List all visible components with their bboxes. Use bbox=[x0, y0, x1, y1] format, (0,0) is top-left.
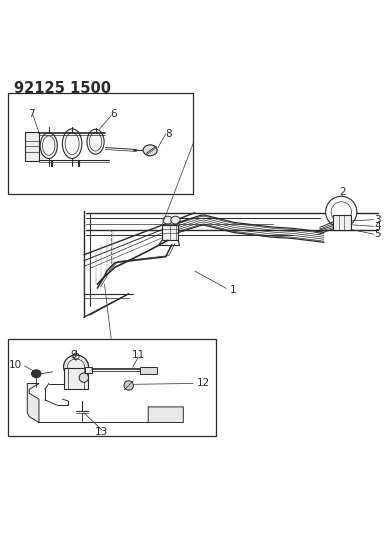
Bar bbox=[162, 225, 178, 240]
Ellipse shape bbox=[87, 129, 104, 154]
Bar bbox=[85, 367, 92, 373]
Text: 5: 5 bbox=[374, 229, 381, 239]
Bar bbox=[333, 215, 351, 230]
Ellipse shape bbox=[163, 216, 172, 224]
Text: 92125 1500: 92125 1500 bbox=[14, 81, 111, 96]
Ellipse shape bbox=[32, 370, 41, 378]
Circle shape bbox=[79, 373, 89, 382]
Bar bbox=[8, 93, 193, 195]
Ellipse shape bbox=[62, 129, 82, 158]
Ellipse shape bbox=[40, 133, 57, 158]
Ellipse shape bbox=[64, 355, 89, 378]
Text: 9: 9 bbox=[71, 350, 77, 360]
Text: 11: 11 bbox=[132, 350, 145, 360]
Circle shape bbox=[326, 196, 357, 228]
Text: 4: 4 bbox=[374, 221, 381, 231]
Bar bbox=[140, 367, 157, 374]
Text: 2: 2 bbox=[339, 188, 346, 197]
Polygon shape bbox=[27, 384, 183, 423]
Text: 6: 6 bbox=[110, 109, 116, 119]
Bar bbox=[8, 338, 216, 436]
Bar bbox=[25, 132, 39, 161]
Circle shape bbox=[124, 381, 133, 390]
Text: 1: 1 bbox=[230, 285, 237, 295]
Text: 10: 10 bbox=[8, 360, 21, 370]
Ellipse shape bbox=[143, 145, 157, 156]
Ellipse shape bbox=[171, 216, 180, 224]
Text: 7: 7 bbox=[28, 109, 34, 119]
Text: 12: 12 bbox=[197, 378, 210, 389]
Bar bbox=[64, 368, 88, 389]
Text: 13: 13 bbox=[95, 427, 108, 437]
Text: 3: 3 bbox=[374, 215, 381, 225]
Text: 8: 8 bbox=[166, 129, 172, 139]
